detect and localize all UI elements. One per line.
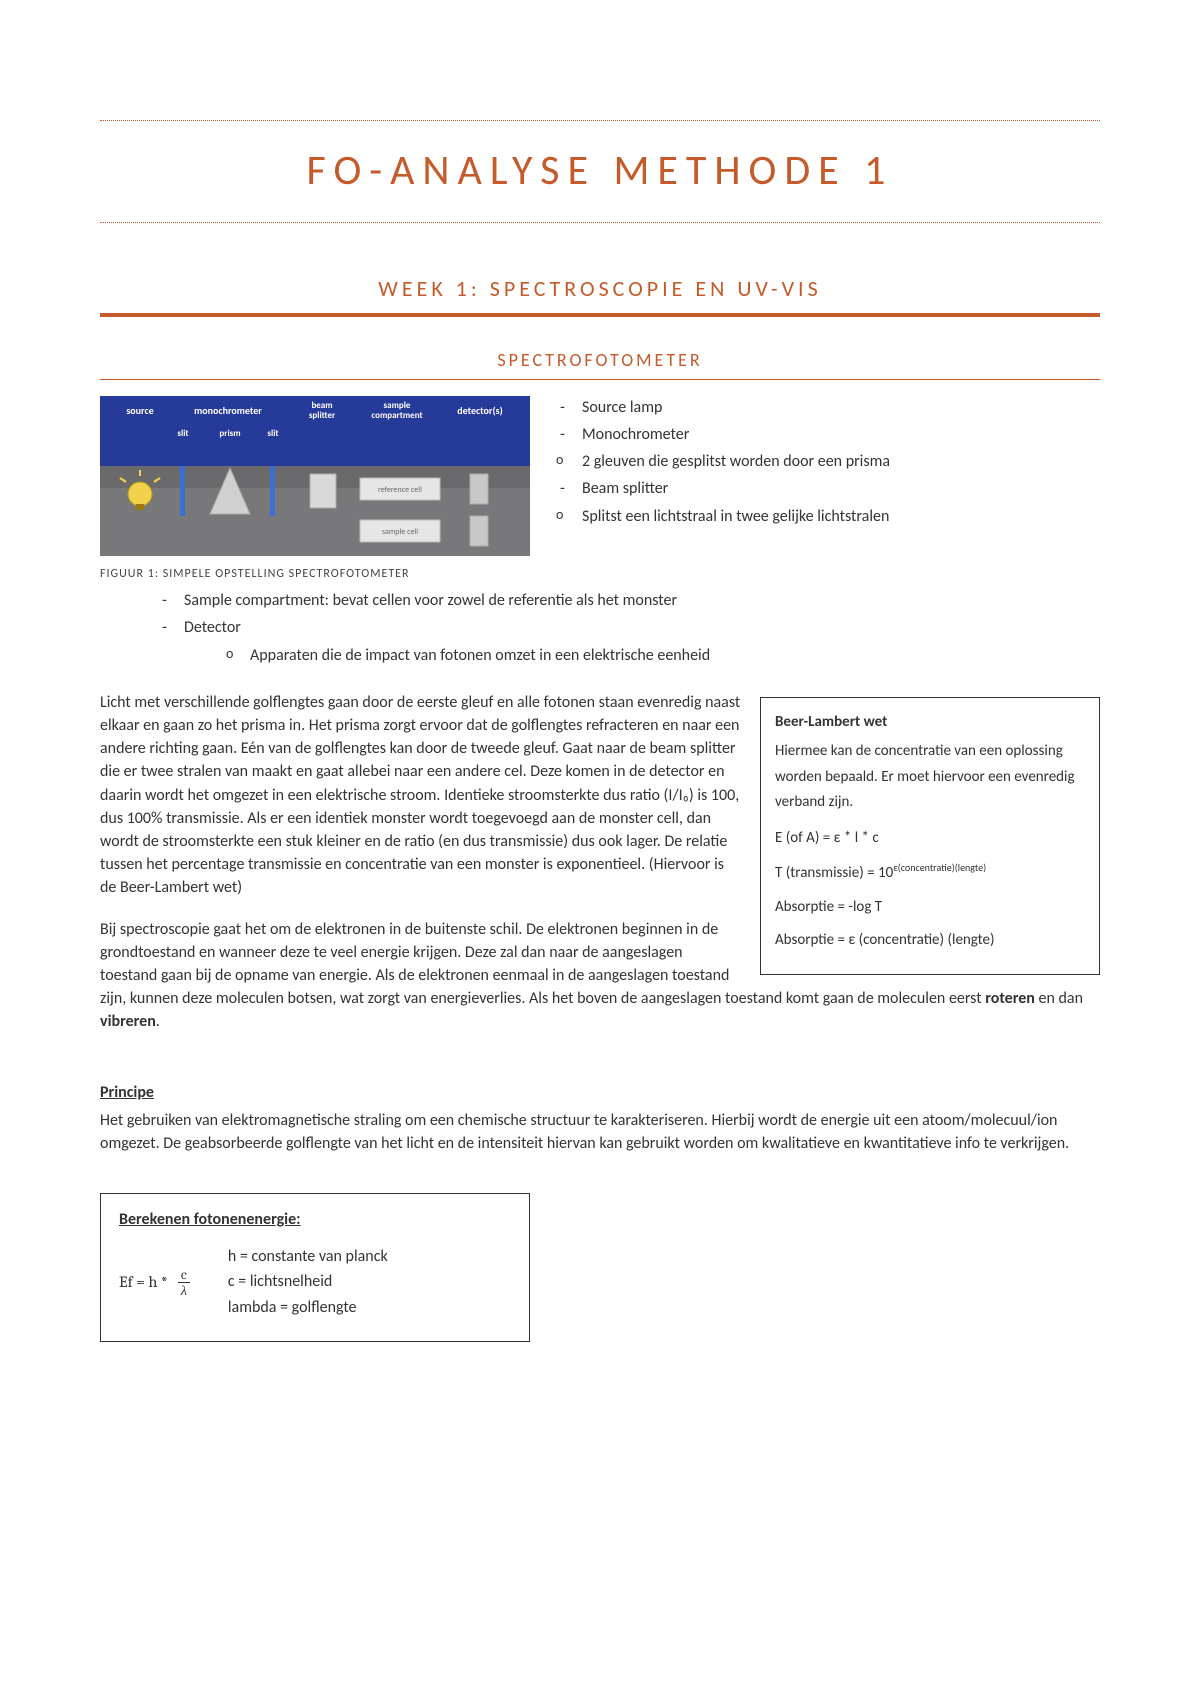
week-title: WEEK 1: SPECTROSCOPIE EN UV-VIS	[100, 273, 1100, 305]
beer-lambert-title: Beer-Lambert wet	[775, 710, 1085, 736]
list-item: 2 gleuven die gesplitst worden door een …	[554, 450, 1100, 473]
list-item: Source lamp	[554, 396, 1100, 419]
list-item-label: Detector	[184, 618, 241, 637]
photon-energy-box: Berekenen fotonenenergie: Ef = h * c λ h…	[100, 1193, 530, 1342]
beer-lambert-box: Beer-Lambert wet Hiermee kan de concentr…	[760, 697, 1100, 975]
principe-text: Het gebruiken van elektromagnetische str…	[100, 1109, 1100, 1155]
list-item: Beam splitter	[554, 477, 1100, 500]
diagram-label-refcell: reference cell	[378, 485, 422, 495]
fraction: c λ	[178, 1268, 190, 1298]
diagram-label-prism: prism	[219, 428, 240, 439]
formula-lhs: Ef = h *	[119, 1271, 168, 1294]
beer-lambert-intro: Hiermee kan de concentratie van een oplo…	[775, 739, 1085, 816]
bold-vibreren: vibreren	[100, 1012, 156, 1031]
fraction-denominator: λ	[178, 1283, 190, 1298]
list-item: Monochrometer	[554, 423, 1100, 446]
beer-lambert-formula-2: T (transmissie) = 10ε(concentratie)(leng…	[775, 859, 1085, 887]
definition-line: lambda = golflengte	[228, 1296, 388, 1319]
diagram-label-slit2: slit	[267, 428, 278, 439]
main-title: FO-ANALYSE METHODE 1	[100, 141, 1100, 202]
spectrophotometer-diagram: source monochrometer beam splitter sampl…	[100, 396, 530, 556]
formula-superscript: ε(concentratie)(lengte)	[893, 861, 986, 874]
list-item: Apparaten die de impact van fotonen omze…	[222, 644, 1100, 667]
diagram-label-slit1: slit	[177, 428, 188, 439]
section-heading: SPECTROFOTOMETER	[100, 347, 1100, 373]
after-figure-list: Sample compartment: bevat cellen voor zo…	[156, 589, 1100, 667]
list-item: Sample compartment: bevat cellen voor zo…	[156, 589, 1100, 612]
fraction-numerator: c	[178, 1268, 190, 1283]
diagram-label-samplecell: sample cell	[382, 527, 418, 537]
photon-energy-title: Berekenen fotonenenergie:	[119, 1208, 511, 1231]
definition-line: h = constante van planck	[228, 1245, 388, 1268]
component-list: Source lamp Monochrometer 2 gleuven die …	[554, 396, 1100, 583]
formula-text: T (transmissie) = 10	[775, 864, 893, 882]
beer-lambert-formula-4: Absorptie = ε (concentratie) (lengte)	[775, 928, 1085, 954]
figure-row: source monochrometer beam splitter sampl…	[100, 396, 1100, 583]
body-two-column: Beer-Lambert wet Hiermee kan de concentr…	[100, 691, 1100, 1052]
beer-lambert-formula-3: Absorptie = -log T	[775, 895, 1085, 921]
svg-text:compartment: compartment	[371, 410, 422, 421]
photon-energy-definitions: h = constante van planck c = lichtsnelhe…	[228, 1245, 388, 1321]
diagram-label-source: source	[126, 404, 153, 417]
paragraph-text: en dan	[1035, 989, 1083, 1008]
photon-energy-formula: Ef = h * c λ	[119, 1245, 190, 1321]
diagram-label-mono: monochrometer	[194, 404, 262, 417]
beer-lambert-formula-1: E (of A) = ε * l * c	[775, 826, 1085, 852]
diagram-label-det: detector(s)	[457, 404, 502, 417]
main-title-section: FO-ANALYSE METHODE 1	[100, 120, 1100, 223]
paragraph-text: .	[156, 1012, 160, 1031]
figure-column: source monochrometer beam splitter sampl…	[100, 396, 530, 583]
list-item: Splitst een lichtstraal in twee gelijke …	[554, 505, 1100, 528]
bold-roteren: roteren	[985, 989, 1035, 1008]
definition-line: c = lichtsnelheid	[228, 1270, 388, 1293]
svg-text:splitter: splitter	[309, 410, 336, 421]
section-heading-wrap: SPECTROFOTOMETER	[100, 347, 1100, 380]
figure-caption: FIGUUR 1: SIMPELE OPSTELLING SPECTROFOTO…	[100, 566, 530, 583]
principe-heading: Principe	[100, 1081, 1100, 1104]
list-item: Detector Apparaten die de impact van fot…	[156, 616, 1100, 666]
week-title-section: WEEK 1: SPECTROSCOPIE EN UV-VIS	[100, 263, 1100, 317]
